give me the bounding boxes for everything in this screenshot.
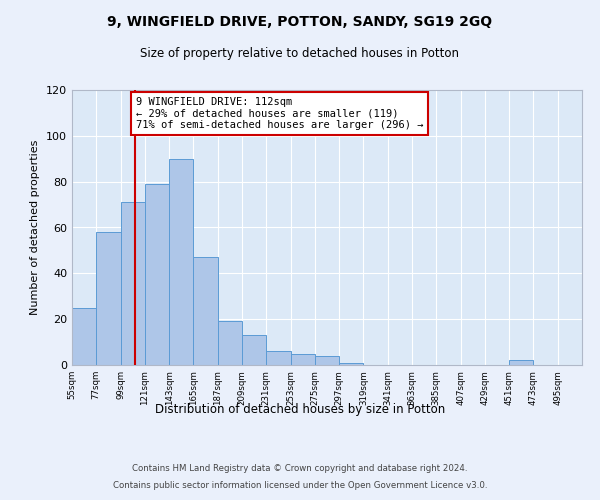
Bar xyxy=(339,362,364,365)
Bar xyxy=(169,159,193,365)
Bar xyxy=(121,202,145,365)
Bar xyxy=(96,232,121,365)
Text: Contains HM Land Registry data © Crown copyright and database right 2024.: Contains HM Land Registry data © Crown c… xyxy=(132,464,468,473)
Text: Contains public sector information licensed under the Open Government Licence v3: Contains public sector information licen… xyxy=(113,481,487,490)
Bar xyxy=(509,360,533,365)
Bar xyxy=(72,308,96,365)
Bar xyxy=(290,354,315,365)
Bar xyxy=(193,258,218,365)
Bar xyxy=(315,356,339,365)
Text: 9, WINGFIELD DRIVE, POTTON, SANDY, SG19 2GQ: 9, WINGFIELD DRIVE, POTTON, SANDY, SG19 … xyxy=(107,15,493,29)
Bar xyxy=(266,351,290,365)
Bar xyxy=(145,184,169,365)
Y-axis label: Number of detached properties: Number of detached properties xyxy=(31,140,40,315)
Bar xyxy=(218,322,242,365)
Text: 9 WINGFIELD DRIVE: 112sqm
← 29% of detached houses are smaller (119)
71% of semi: 9 WINGFIELD DRIVE: 112sqm ← 29% of detac… xyxy=(136,97,424,130)
Bar xyxy=(242,335,266,365)
Text: Size of property relative to detached houses in Potton: Size of property relative to detached ho… xyxy=(140,48,460,60)
Text: Distribution of detached houses by size in Potton: Distribution of detached houses by size … xyxy=(155,402,445,415)
